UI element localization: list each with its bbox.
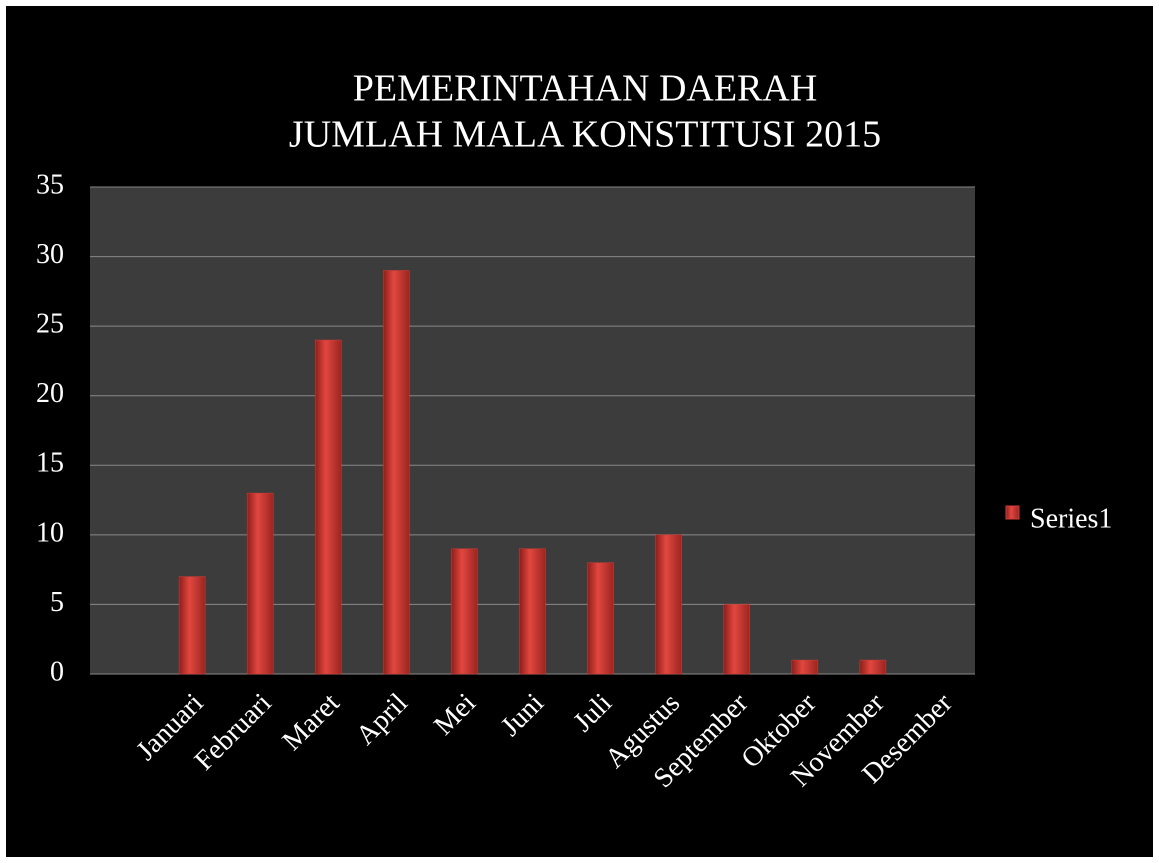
chart-title: JUMLAH MALA KONSTITUSI 2015: [289, 114, 881, 156]
y-tick-label: 30: [36, 239, 64, 270]
y-tick-label: 0: [50, 656, 64, 687]
bar: [246, 492, 274, 675]
legend-label: Series1: [1030, 503, 1112, 534]
bar: [315, 339, 342, 675]
legend-marker: [1005, 505, 1020, 520]
y-tick-label: 15: [36, 448, 64, 479]
bar: [655, 534, 682, 675]
y-tick-label: 25: [36, 309, 64, 340]
bar: [723, 604, 750, 675]
bar: [859, 659, 887, 675]
bar: [451, 548, 478, 675]
bar: [791, 659, 819, 675]
bar: [178, 576, 206, 675]
y-tick-label: 35: [36, 169, 64, 200]
y-tick-label: 5: [50, 587, 64, 618]
chart-title: PEMERINTAHAN DAERAH: [353, 68, 818, 110]
y-tick-label: 20: [36, 378, 64, 409]
bar: [587, 562, 614, 675]
y-tick-label: 10: [36, 517, 64, 548]
bar: [383, 270, 410, 675]
bar: [519, 548, 546, 675]
